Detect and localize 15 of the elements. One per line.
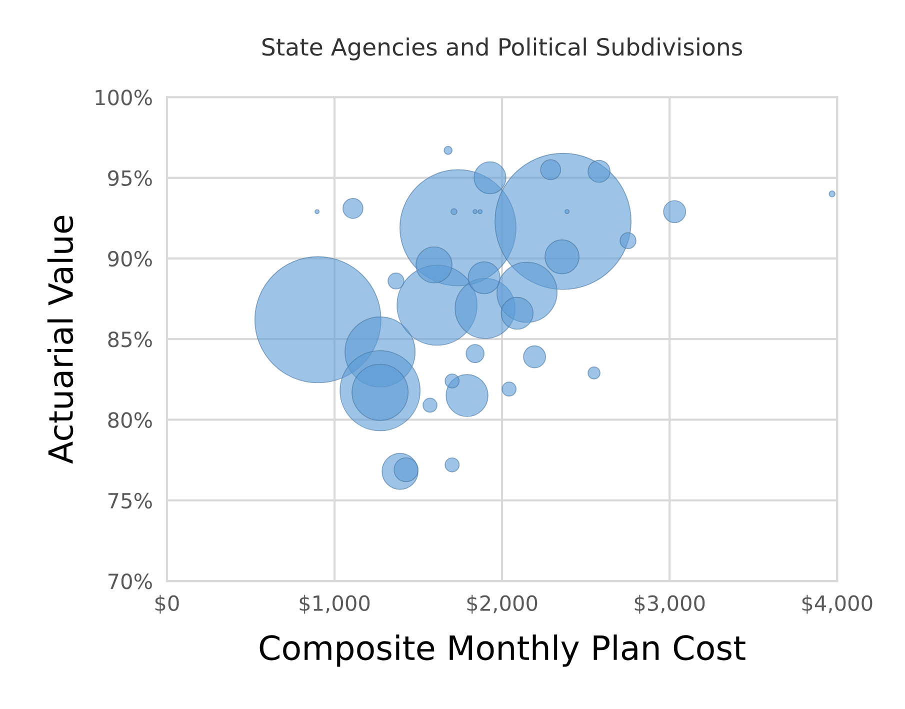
y-tick-label: 90% xyxy=(108,250,152,267)
y-tick-label: 100% xyxy=(96,90,152,106)
y-tick-label: 70% xyxy=(108,573,152,590)
chart-title: State Agencies and Political Subdivisions xyxy=(262,38,742,60)
y-tick-label: 80% xyxy=(108,412,152,428)
x-tick-label: $4,000 xyxy=(802,594,872,614)
y-tick-label: 95% xyxy=(108,170,152,186)
y-tick-label: 85% xyxy=(108,332,152,348)
x-tick-label: $3,000 xyxy=(634,594,705,614)
x-tick-label: $2,000 xyxy=(467,594,538,614)
x-axis-title: Composite Monthly Plan Cost xyxy=(260,634,746,667)
x-tick-label: $1,000 xyxy=(300,594,370,614)
y-axis-title: Actuarial Value xyxy=(47,216,74,464)
x-tick-label: $0 xyxy=(155,594,179,614)
y-tick-label: 75% xyxy=(108,492,152,509)
